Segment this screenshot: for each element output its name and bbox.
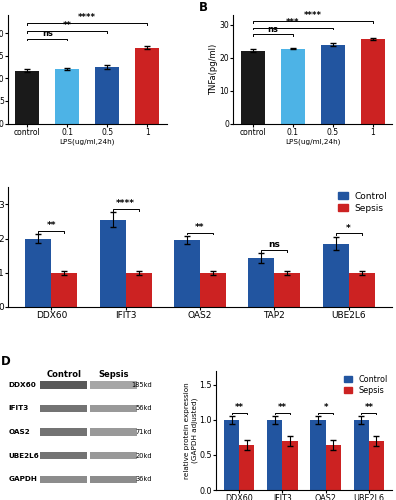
Text: ****: **** <box>78 13 96 22</box>
Text: *: * <box>346 224 351 232</box>
Text: *: * <box>324 403 328 412</box>
Bar <box>15 70 39 124</box>
Text: ns: ns <box>268 240 280 249</box>
Bar <box>354 420 369 490</box>
Bar <box>25 238 51 307</box>
Bar <box>90 428 137 436</box>
Bar <box>282 441 297 490</box>
Bar <box>224 420 239 490</box>
Bar <box>135 48 160 124</box>
Bar <box>361 39 385 123</box>
Text: Control: Control <box>46 370 81 379</box>
Bar <box>323 244 348 307</box>
Text: 185kd: 185kd <box>132 382 152 388</box>
Bar <box>90 405 137 412</box>
Y-axis label: relative protein expression
(GAPDH adjusted): relative protein expression (GAPDH adjus… <box>184 382 198 478</box>
Legend: Control, Sepsis: Control, Sepsis <box>338 192 388 212</box>
Bar <box>40 452 87 460</box>
Text: ***: *** <box>286 18 299 27</box>
Text: **: ** <box>278 403 287 412</box>
Text: Sepsis: Sepsis <box>98 370 129 379</box>
Text: B: B <box>198 0 208 14</box>
Bar <box>55 69 79 124</box>
Bar <box>326 445 341 490</box>
Y-axis label: TNFa(pg/ml): TNFa(pg/ml) <box>209 44 218 95</box>
Text: 20kd: 20kd <box>136 452 152 458</box>
Legend: Control, Sepsis: Control, Sepsis <box>344 374 388 395</box>
Bar <box>40 428 87 436</box>
Text: **: ** <box>195 223 205 232</box>
Bar <box>40 476 87 483</box>
Bar <box>239 445 254 490</box>
Text: 71kd: 71kd <box>136 429 152 435</box>
Text: ns: ns <box>267 24 278 34</box>
Text: ****: **** <box>116 199 135 208</box>
Text: 36kd: 36kd <box>136 476 152 482</box>
Text: IFIT3: IFIT3 <box>9 406 29 411</box>
Bar <box>100 220 126 307</box>
Bar <box>348 272 375 307</box>
Bar <box>90 452 137 460</box>
Bar <box>51 272 77 307</box>
Text: OAS2: OAS2 <box>9 429 30 435</box>
Bar <box>40 405 87 412</box>
Bar <box>321 44 345 124</box>
Text: D: D <box>0 354 10 368</box>
Text: **: ** <box>234 403 244 412</box>
Bar <box>274 272 300 307</box>
Bar <box>369 441 384 490</box>
Bar <box>267 420 282 490</box>
Text: **: ** <box>63 22 72 30</box>
Text: **: ** <box>47 222 56 230</box>
Text: **: ** <box>364 403 373 412</box>
Bar <box>200 272 226 307</box>
Bar <box>95 67 119 124</box>
Bar <box>90 381 137 388</box>
Bar <box>40 381 87 388</box>
Text: ns: ns <box>42 29 53 38</box>
Bar <box>174 240 200 307</box>
Bar <box>248 258 274 307</box>
Text: 56kd: 56kd <box>136 406 152 411</box>
Bar <box>240 50 265 124</box>
Text: ****: **** <box>304 12 322 20</box>
Bar <box>126 272 152 307</box>
Bar <box>281 48 305 124</box>
Bar <box>90 476 137 483</box>
Text: GAPDH: GAPDH <box>9 476 38 482</box>
X-axis label: LPS(ug/ml,24h): LPS(ug/ml,24h) <box>59 138 115 144</box>
Text: UBE2L6: UBE2L6 <box>9 452 40 458</box>
Bar <box>310 420 326 490</box>
Text: DDX60: DDX60 <box>9 382 36 388</box>
X-axis label: LPS(ug/ml,24h): LPS(ug/ml,24h) <box>285 138 341 144</box>
